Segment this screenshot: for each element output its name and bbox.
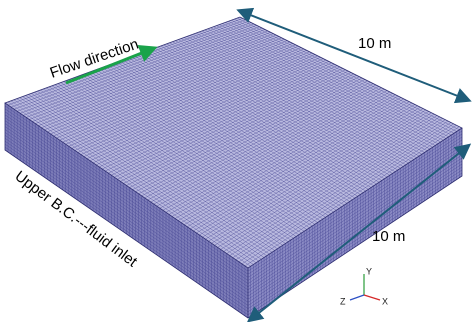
axis-label: X — [382, 296, 388, 306]
z-axis — [350, 295, 364, 300]
mesh-diagram: 10 m 10 m Flow direction Upper B.C.---fl… — [0, 0, 472, 322]
axis-label: Z — [340, 296, 346, 306]
axis-triad: Y X Z — [340, 266, 388, 306]
dimension-label: 10 m — [372, 228, 405, 245]
x-axis — [364, 295, 380, 300]
dimension-label: 10 m — [358, 35, 391, 52]
axis-label: Y — [366, 266, 372, 276]
